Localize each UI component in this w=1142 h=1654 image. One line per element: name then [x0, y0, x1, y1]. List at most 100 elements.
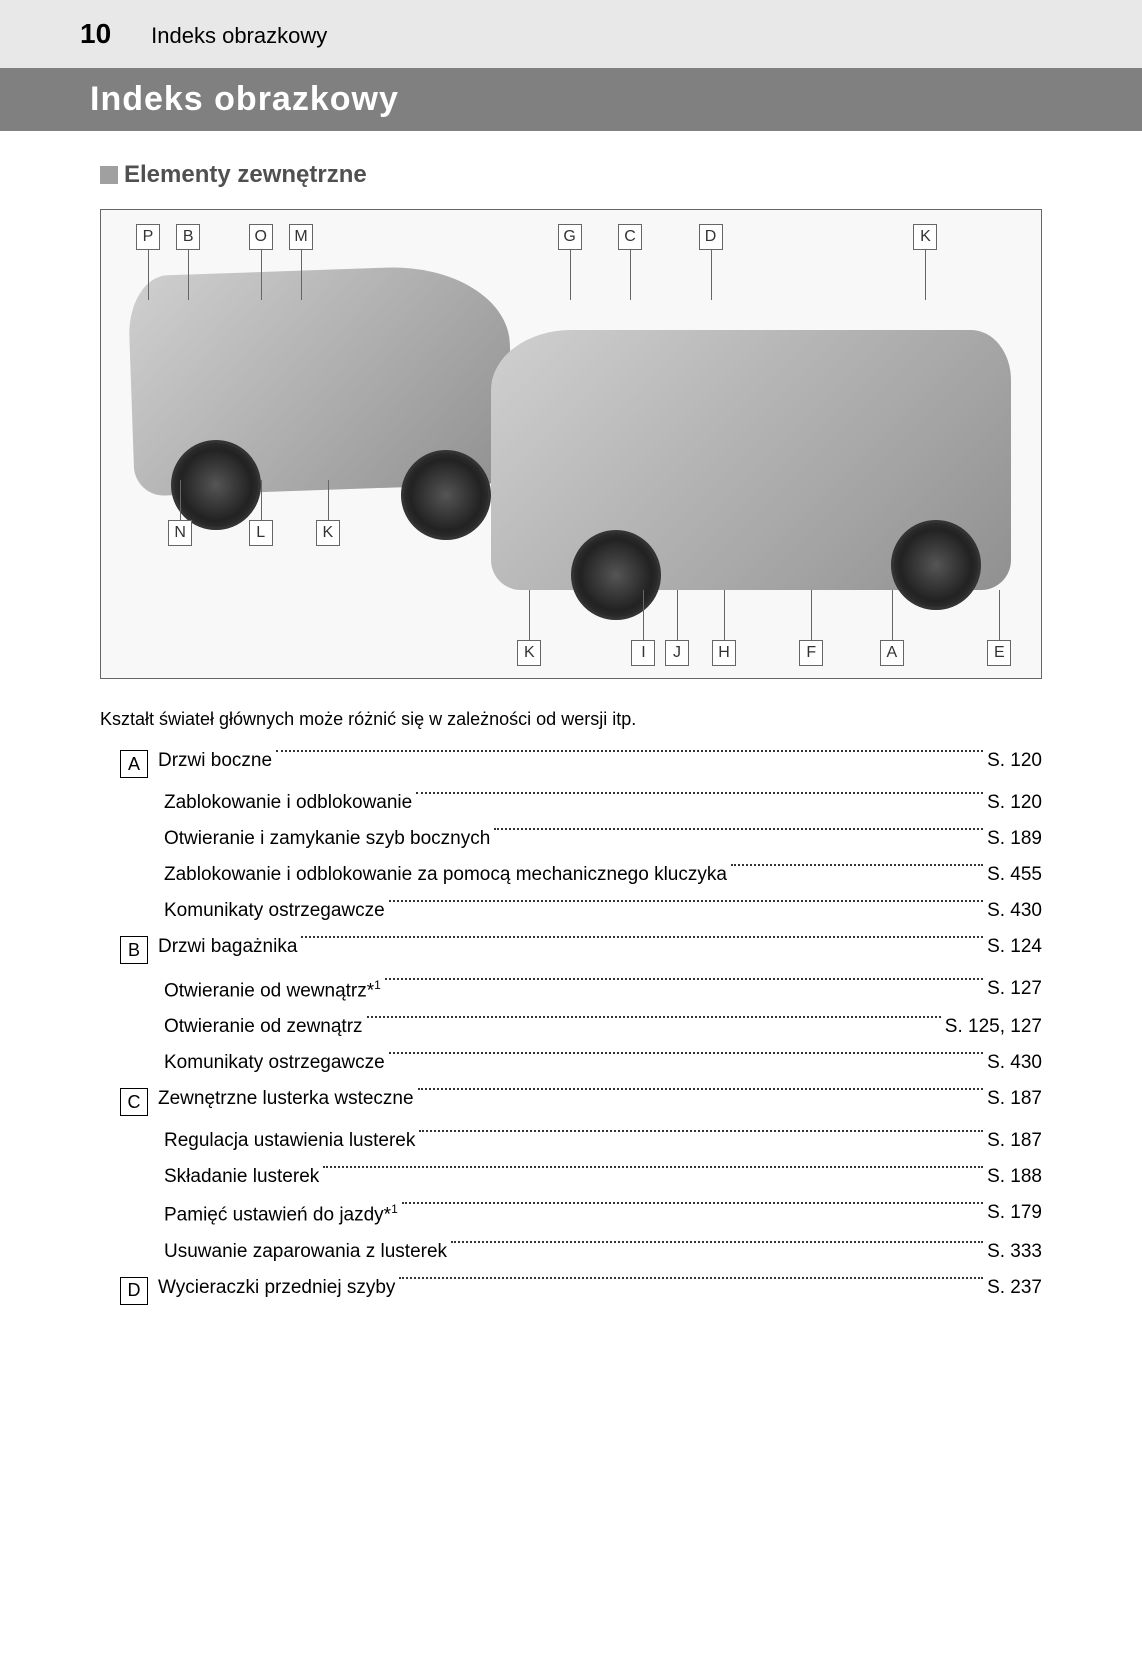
vehicle-diagram: PBOMGCDKNLKKIJHFAE	[100, 209, 1042, 679]
diagram-label-m: M	[289, 224, 313, 250]
page-ref: S. 125, 127	[945, 1016, 1042, 1038]
diagram-label-l: L	[249, 520, 273, 546]
diagram-label-k: K	[517, 640, 541, 666]
index-row: C Zewnętrzne lusterka wsteczne S. 187	[120, 1088, 1042, 1116]
page-ref: S. 455	[987, 864, 1042, 886]
bullet-square-icon	[100, 166, 118, 184]
diagram-label-k: K	[316, 520, 340, 546]
leader-dots	[494, 828, 983, 830]
label-line	[328, 480, 329, 520]
section-heading: Elementy zewnętrzne	[100, 161, 1142, 189]
label-line	[570, 250, 571, 300]
label-line	[180, 480, 181, 520]
label-line	[677, 590, 678, 640]
index-label: Drzwi bagażnika	[158, 936, 297, 958]
running-title: Indeks obrazkowy	[151, 23, 327, 49]
index-sub-row: Usuwanie zaparowania z lusterek S. 333	[120, 1241, 1042, 1263]
index-sub-row: Otwieranie od wewnątrz*1S. 127	[120, 978, 1042, 1002]
leader-dots	[276, 750, 983, 752]
diagram-label-d: D	[699, 224, 723, 250]
label-line	[188, 250, 189, 300]
letter-box: A	[120, 750, 148, 778]
index-sub-label: Zablokowanie i odblokowanie	[164, 792, 412, 814]
page-ref: S. 333	[987, 1241, 1042, 1263]
index-label: Zewnętrzne lusterka wsteczne	[158, 1088, 414, 1110]
label-line	[925, 250, 926, 300]
letter-box: C	[120, 1088, 148, 1116]
leader-dots	[389, 1052, 983, 1054]
index-row: D Wycieraczki przedniej szyby S. 237	[120, 1277, 1042, 1305]
index-sub-label: Składanie lusterek	[164, 1166, 319, 1188]
letter-box: B	[120, 936, 148, 964]
index-sub-row: Otwieranie i zamykanie szyb bocznychS. 1…	[120, 828, 1042, 850]
index-sub-label: Komunikaty ostrzegawcze	[164, 1052, 385, 1074]
index-sub-label: Pamięć ustawień do jazdy*1	[164, 1202, 398, 1226]
leader-dots	[323, 1166, 983, 1168]
diagram-label-p: P	[136, 224, 160, 250]
index-sub-label: Zablokowanie i odblokowanie za pomocą me…	[164, 864, 727, 886]
page-ref: S. 127	[987, 978, 1042, 1000]
wheel-icon	[171, 440, 261, 530]
label-line	[811, 590, 812, 640]
leader-dots	[301, 936, 983, 938]
label-line	[261, 480, 262, 520]
diagram-label-i: I	[631, 640, 655, 666]
page-ref: S. 188	[987, 1166, 1042, 1188]
leader-dots	[389, 900, 983, 902]
leader-dots	[385, 978, 983, 980]
label-line	[148, 250, 149, 300]
wheel-icon	[891, 520, 981, 610]
leader-dots	[367, 1016, 941, 1018]
index-row: ADrzwi boczne S. 120	[120, 750, 1042, 778]
index-sub-row: Otwieranie od zewnątrz S. 125, 127	[120, 1016, 1042, 1038]
diagram-label-a: A	[880, 640, 904, 666]
label-line	[724, 590, 725, 640]
wheel-icon	[401, 450, 491, 540]
page-ref: S. 430	[987, 1052, 1042, 1074]
page-ref: S. 189	[987, 828, 1042, 850]
label-line	[261, 250, 262, 300]
leader-dots	[419, 1130, 983, 1132]
page-ref: S. 187	[987, 1088, 1042, 1110]
index-sub-label: Usuwanie zaparowania z lusterek	[164, 1241, 447, 1263]
leader-dots	[416, 792, 983, 794]
diagram-label-k: K	[913, 224, 937, 250]
index-sub-label: Komunikaty ostrzegawcze	[164, 900, 385, 922]
diagram-label-o: O	[249, 224, 273, 250]
leader-dots	[399, 1277, 983, 1279]
diagram-label-g: G	[558, 224, 582, 250]
page-number: 10	[80, 18, 111, 50]
section-heading-text: Elementy zewnętrzne	[124, 161, 367, 189]
index-sub-row: Komunikaty ostrzegawcze S. 430	[120, 1052, 1042, 1074]
diagram-label-h: H	[712, 640, 736, 666]
index-sub-row: Regulacja ustawienia lusterekS. 187	[120, 1130, 1042, 1152]
label-line	[301, 250, 302, 300]
index-sub-label: Regulacja ustawienia lusterek	[164, 1130, 415, 1152]
index-sub-row: Zablokowanie i odblokowanie S. 120	[120, 792, 1042, 814]
label-line	[892, 590, 893, 640]
title-bar: Indeks obrazkowy	[0, 68, 1142, 131]
diagram-label-c: C	[618, 224, 642, 250]
diagram-note: Kształt świateł głównych może różnić się…	[100, 709, 1042, 730]
letter-box: D	[120, 1277, 148, 1305]
leader-dots	[451, 1241, 983, 1243]
page-title: Indeks obrazkowy	[90, 80, 1142, 119]
label-line	[630, 250, 631, 300]
index-label: Wycieraczki przedniej szyby	[158, 1277, 395, 1299]
index-row: B Drzwi bagażnika S. 124	[120, 936, 1042, 964]
leader-dots	[418, 1088, 984, 1090]
page-ref: S. 120	[987, 792, 1042, 814]
diagram-label-j: J	[665, 640, 689, 666]
index-sub-row: Komunikaty ostrzegawczeS. 430	[120, 900, 1042, 922]
page-ref: S. 237	[987, 1277, 1042, 1299]
page-header: 10 Indeks obrazkowy	[0, 0, 1142, 68]
page-ref: S. 120	[987, 750, 1042, 772]
page-ref: S. 124	[987, 936, 1042, 958]
diagram-label-n: N	[168, 520, 192, 546]
label-line	[529, 590, 530, 640]
index-sub-label: Otwieranie od zewnątrz	[164, 1016, 363, 1038]
label-line	[999, 590, 1000, 640]
label-line	[711, 250, 712, 300]
diagram-label-f: F	[799, 640, 823, 666]
index-sub-row: Pamięć ustawień do jazdy*1S. 179	[120, 1202, 1042, 1226]
